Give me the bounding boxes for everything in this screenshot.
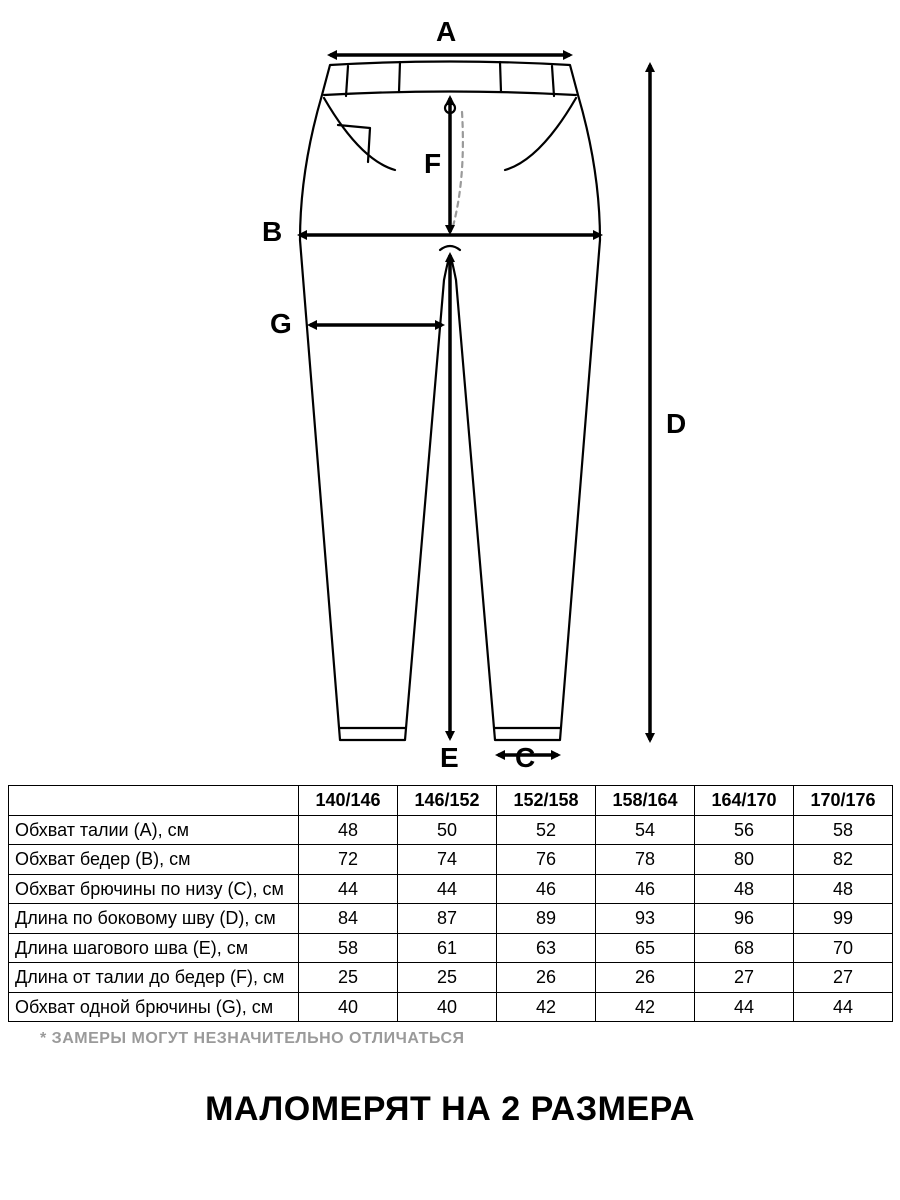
cell: 52: [497, 815, 596, 845]
dim-label-d: D: [666, 410, 686, 438]
table-row: Длина по боковому шву (D), см84878993969…: [9, 904, 893, 934]
col-4: 164/170: [695, 786, 794, 816]
table-row: Длина от талии до бедер (F), см252526262…: [9, 963, 893, 993]
cell: 89: [497, 904, 596, 934]
cell: 80: [695, 845, 794, 875]
pants-measurement-diagram: A B C D E F G: [0, 0, 900, 780]
cell: 68: [695, 933, 794, 963]
cell: 72: [299, 845, 398, 875]
cell: 74: [398, 845, 497, 875]
cell: 44: [398, 874, 497, 904]
cell: 96: [695, 904, 794, 934]
cell: 25: [398, 963, 497, 993]
col-1: 146/152: [398, 786, 497, 816]
cell: 61: [398, 933, 497, 963]
cell: 50: [398, 815, 497, 845]
cell: 40: [398, 992, 497, 1022]
cell: 46: [497, 874, 596, 904]
row-label: Обхват брючины по низу (C), см: [9, 874, 299, 904]
row-label: Длина по боковому шву (D), см: [9, 904, 299, 934]
dim-label-g: G: [270, 310, 292, 338]
cell: 48: [695, 874, 794, 904]
dim-label-b: B: [262, 218, 282, 246]
row-label: Обхват одной брючины (G), см: [9, 992, 299, 1022]
cell: 26: [596, 963, 695, 993]
col-3: 158/164: [596, 786, 695, 816]
size-table: 140/146 146/152 152/158 158/164 164/170 …: [8, 785, 892, 1022]
table-row: Обхват бедер (B), см727476788082: [9, 845, 893, 875]
row-label: Длина шагового шва (E), см: [9, 933, 299, 963]
cell: 87: [398, 904, 497, 934]
row-label: Длина от талии до бедер (F), см: [9, 963, 299, 993]
table-corner: [9, 786, 299, 816]
row-label: Обхват бедер (B), см: [9, 845, 299, 875]
dim-label-c: C: [515, 744, 535, 772]
cell: 65: [596, 933, 695, 963]
cell: 27: [695, 963, 794, 993]
table-row: Обхват талии (A), см485052545658: [9, 815, 893, 845]
table-header-row: 140/146 146/152 152/158 158/164 164/170 …: [9, 786, 893, 816]
table-row: Обхват одной брючины (G), см404042424444: [9, 992, 893, 1022]
cell: 44: [794, 992, 893, 1022]
cell: 48: [299, 815, 398, 845]
cell: 54: [596, 815, 695, 845]
cell: 58: [794, 815, 893, 845]
cell: 82: [794, 845, 893, 875]
footnote: * ЗАМЕРЫ МОГУТ НЕЗНАЧИТЕЛЬНО ОТЛИЧАТЬСЯ: [40, 1030, 465, 1048]
row-label: Обхват талии (A), см: [9, 815, 299, 845]
cell: 84: [299, 904, 398, 934]
cell: 78: [596, 845, 695, 875]
cell: 26: [497, 963, 596, 993]
cell: 44: [299, 874, 398, 904]
cell: 56: [695, 815, 794, 845]
cell: 42: [497, 992, 596, 1022]
cell: 93: [596, 904, 695, 934]
dim-label-a: A: [436, 18, 456, 46]
cell: 99: [794, 904, 893, 934]
dim-label-e: E: [440, 744, 459, 772]
dim-label-f: F: [424, 150, 441, 178]
headline: МАЛОМЕРЯТ НА 2 РАЗМЕРА: [0, 1090, 900, 1129]
cell: 25: [299, 963, 398, 993]
table-row: Длина шагового шва (E), см586163656870: [9, 933, 893, 963]
cell: 27: [794, 963, 893, 993]
cell: 42: [596, 992, 695, 1022]
cell: 70: [794, 933, 893, 963]
col-5: 170/176: [794, 786, 893, 816]
cell: 58: [299, 933, 398, 963]
table-row: Обхват брючины по низу (C), см4444464648…: [9, 874, 893, 904]
cell: 40: [299, 992, 398, 1022]
cell: 46: [596, 874, 695, 904]
col-2: 152/158: [497, 786, 596, 816]
cell: 76: [497, 845, 596, 875]
cell: 44: [695, 992, 794, 1022]
cell: 63: [497, 933, 596, 963]
col-0: 140/146: [299, 786, 398, 816]
cell: 48: [794, 874, 893, 904]
